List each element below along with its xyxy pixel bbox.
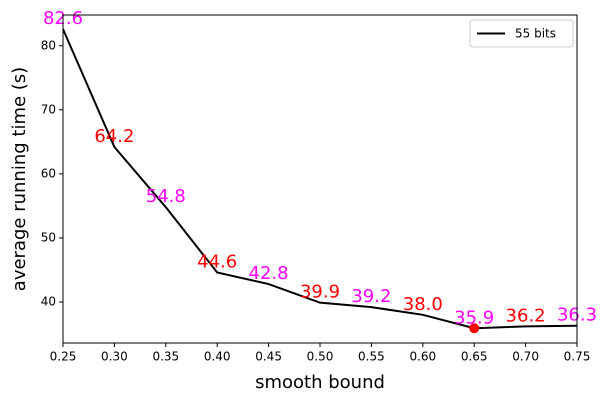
x-tick-label: 0.70 (512, 350, 539, 364)
legend-label: 55 bits (515, 27, 556, 41)
y-tick-label: 60 (41, 166, 56, 180)
y-tick-label: 80 (41, 38, 56, 52)
value-label: 38.0 (403, 294, 443, 315)
x-tick-label: 0.30 (101, 350, 128, 364)
value-label: 39.2 (351, 286, 391, 307)
x-tick-label: 0.35 (152, 350, 179, 364)
value-label: 35.9 (454, 307, 494, 328)
line (62, 28, 578, 330)
legend-box (469, 19, 574, 48)
value-label: 54.8 (146, 186, 186, 207)
x-tick-label: 0.25 (50, 350, 77, 364)
x-tick-label: 0.55 (358, 350, 385, 364)
y-tick-label: 50 (41, 230, 56, 244)
value-label: 39.9 (300, 282, 340, 303)
x-tick-label: 0.75 (564, 350, 591, 364)
x-tick-label: 0.50 (307, 350, 334, 364)
value-label: 64.2 (94, 126, 134, 147)
y-tick-label: 40 (41, 295, 56, 309)
x-tick-label: 0.40 (204, 350, 231, 364)
x-tick-label: 0.60 (409, 350, 436, 364)
value-label: 36.2 (506, 305, 546, 326)
x-tick-label: 0.65 (461, 350, 488, 364)
min-marker (469, 323, 480, 334)
x-tick-label: 0.45 (255, 350, 282, 364)
plot-frame (62, 14, 578, 344)
value-label: 42.8 (249, 263, 289, 284)
y-axis-label: average running time (s) (9, 67, 30, 291)
y-tick-label: 70 (41, 102, 56, 116)
value-label: 44.6 (197, 252, 237, 273)
x-axis-label: smooth bound (255, 372, 385, 393)
